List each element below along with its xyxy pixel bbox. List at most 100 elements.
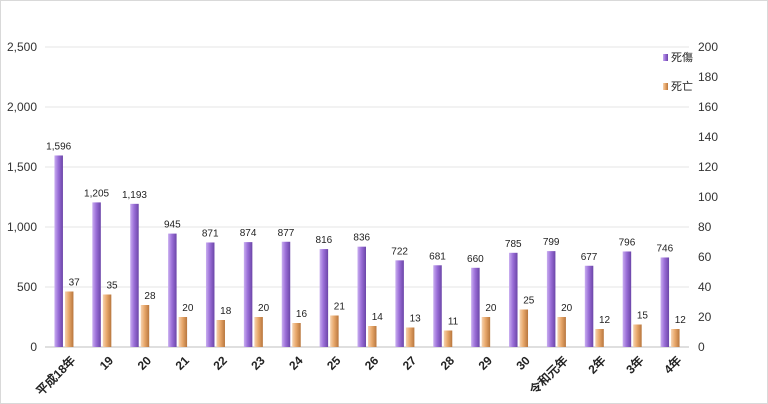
legend-swatch bbox=[663, 54, 668, 61]
data-label-shisho: 785 bbox=[505, 239, 522, 250]
data-label-shisho: 681 bbox=[429, 251, 446, 262]
bar-shisho bbox=[281, 241, 291, 347]
bar-shisho bbox=[660, 257, 670, 347]
data-label-shibo: 35 bbox=[107, 281, 119, 292]
data-label-shibo: 16 bbox=[296, 309, 308, 320]
data-label-shisho: 799 bbox=[543, 237, 560, 248]
y-right-tick-label: 140 bbox=[698, 130, 718, 144]
data-label-shisho: 746 bbox=[656, 243, 673, 254]
bar-shisho bbox=[54, 155, 63, 347]
bar-shibo bbox=[140, 305, 150, 347]
bar-shibo bbox=[633, 324, 642, 347]
data-label-shisho: 722 bbox=[391, 246, 408, 257]
bar-shisho bbox=[509, 252, 518, 347]
data-label-shibo: 13 bbox=[410, 314, 422, 325]
x-category-label: 26 bbox=[362, 353, 382, 373]
x-category-label: 27 bbox=[400, 353, 420, 373]
data-label-shisho: 877 bbox=[278, 228, 295, 239]
x-category-label: 30 bbox=[514, 353, 534, 373]
bar-shibo bbox=[216, 320, 225, 347]
data-label-shisho: 874 bbox=[240, 228, 257, 239]
data-label-shibo: 18 bbox=[220, 306, 232, 317]
legend-swatch bbox=[663, 83, 668, 90]
y-left-tick-label: 2,000 bbox=[7, 100, 37, 114]
y-right-tick-label: 40 bbox=[698, 280, 712, 294]
bar-shibo bbox=[519, 309, 529, 347]
x-category-label: 平成18年 bbox=[33, 353, 79, 399]
x-category-label: 29 bbox=[476, 353, 496, 373]
y-left-tick-label: 500 bbox=[17, 280, 37, 294]
data-label-shisho: 1,193 bbox=[122, 190, 147, 201]
bar-shibo bbox=[64, 291, 74, 347]
bar-shibo bbox=[443, 330, 453, 347]
data-label-shibo: 37 bbox=[69, 278, 81, 289]
data-label-shisho: 660 bbox=[467, 254, 484, 265]
legend-label: 死傷 bbox=[671, 50, 693, 64]
bar-shibo bbox=[178, 317, 188, 347]
y-right-tick-label: 80 bbox=[698, 220, 712, 234]
bar-shibo bbox=[481, 317, 491, 347]
data-label-shibo: 20 bbox=[182, 303, 194, 314]
bar-shisho bbox=[130, 203, 139, 347]
bar-shibo bbox=[368, 326, 377, 347]
y-left-tick-label: 2,500 bbox=[7, 40, 37, 54]
data-label-shisho: 677 bbox=[581, 252, 598, 263]
data-label-shibo: 12 bbox=[599, 315, 611, 326]
bar-shisho bbox=[357, 246, 366, 347]
data-label-shibo: 14 bbox=[372, 312, 384, 323]
bar-shibo bbox=[254, 317, 263, 347]
bar-shisho bbox=[168, 233, 177, 347]
legend-label: 死亡 bbox=[671, 79, 693, 93]
x-category-label: 令和元年 bbox=[525, 353, 570, 398]
y-right-tick-label: 20 bbox=[698, 310, 712, 324]
y-right-tick-label: 0 bbox=[698, 340, 705, 354]
bar-shisho bbox=[395, 260, 404, 347]
y-right-tick-label: 200 bbox=[698, 40, 718, 54]
x-category-label: 21 bbox=[173, 353, 193, 373]
x-category-label: 19 bbox=[97, 353, 117, 373]
data-label-shisho: 836 bbox=[353, 233, 370, 244]
y-right-tick-label: 100 bbox=[698, 190, 718, 204]
data-label-shibo: 28 bbox=[144, 291, 156, 302]
y-right-tick-label: 180 bbox=[698, 70, 718, 84]
bar-shibo bbox=[405, 327, 415, 347]
x-category-label: 20 bbox=[135, 353, 155, 373]
x-category-label: 23 bbox=[248, 353, 268, 373]
data-label-shibo: 20 bbox=[258, 303, 270, 314]
data-label-shibo: 20 bbox=[561, 303, 573, 314]
data-label-shisho: 945 bbox=[164, 220, 181, 231]
bar-shisho bbox=[433, 265, 442, 347]
bar-shisho bbox=[584, 265, 594, 347]
data-label-shibo: 20 bbox=[485, 303, 497, 314]
bar-shisho bbox=[319, 249, 329, 347]
x-category-label: 28 bbox=[438, 353, 458, 373]
x-category-label: 22 bbox=[210, 353, 230, 373]
bar-shibo bbox=[595, 329, 604, 347]
data-label-shibo: 12 bbox=[675, 315, 687, 326]
x-category-label: 3年 bbox=[623, 353, 647, 377]
y-left-tick-label: 0 bbox=[30, 340, 37, 354]
x-category-label: 2年 bbox=[585, 353, 609, 377]
data-label-shibo: 11 bbox=[448, 317, 459, 328]
bar-shisho bbox=[622, 251, 632, 347]
x-category-label: 25 bbox=[324, 353, 344, 373]
y-right-tick-label: 60 bbox=[698, 250, 712, 264]
bar-shibo bbox=[102, 294, 112, 347]
bar-shisho bbox=[205, 242, 215, 347]
data-label-shisho: 816 bbox=[316, 235, 333, 246]
y-right-tick-label: 160 bbox=[698, 100, 718, 114]
x-category-label: 24 bbox=[286, 353, 306, 373]
data-label-shibo: 25 bbox=[523, 296, 535, 307]
bar-shisho bbox=[546, 251, 556, 347]
data-label-shisho: 871 bbox=[202, 228, 219, 239]
x-category-label: 4年 bbox=[661, 353, 685, 377]
bar-shisho bbox=[243, 242, 253, 347]
y-right-tick-label: 120 bbox=[698, 160, 718, 174]
data-label-shisho: 1,205 bbox=[84, 188, 109, 199]
y-left-tick-label: 1,000 bbox=[7, 220, 37, 234]
bar-shisho bbox=[92, 202, 101, 347]
bar-shibo bbox=[330, 315, 339, 347]
bar-shibo bbox=[557, 317, 566, 347]
